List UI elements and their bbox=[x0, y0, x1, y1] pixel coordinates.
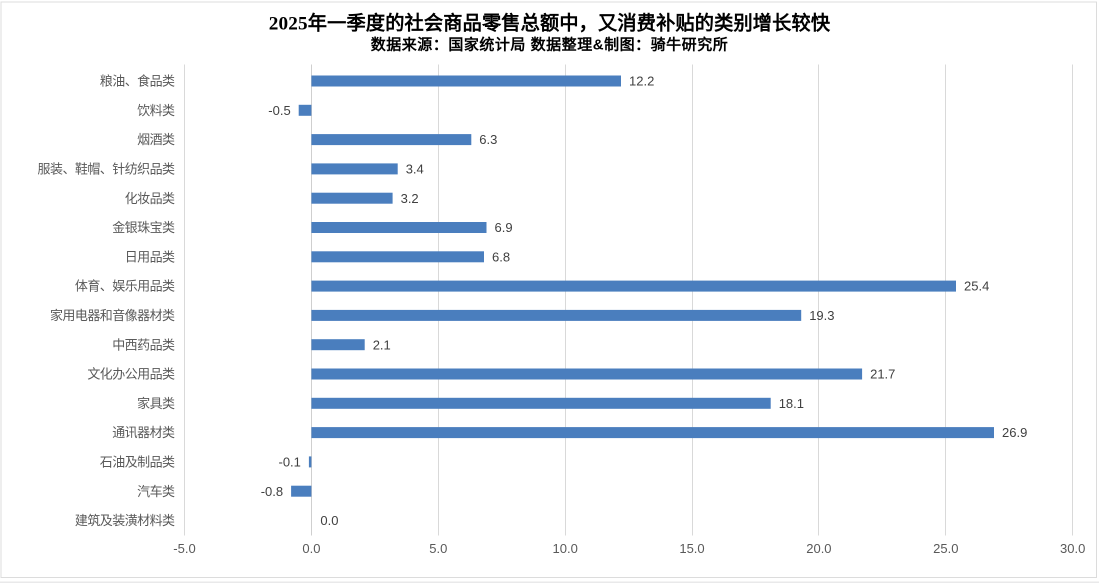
svg-text:0.0: 0.0 bbox=[302, 541, 320, 556]
svg-text:烟酒类: 烟酒类 bbox=[137, 132, 175, 147]
svg-text:18.1: 18.1 bbox=[779, 396, 804, 411]
svg-text:12.2: 12.2 bbox=[629, 74, 654, 89]
svg-text:-0.5: -0.5 bbox=[268, 103, 290, 118]
svg-text:3.4: 3.4 bbox=[406, 162, 424, 177]
svg-text:通讯器材类: 通讯器材类 bbox=[112, 425, 175, 440]
svg-text:日用品类: 日用品类 bbox=[125, 249, 175, 264]
svg-text:25.0: 25.0 bbox=[933, 541, 958, 556]
svg-text:30.0: 30.0 bbox=[1060, 541, 1085, 556]
svg-text:6.9: 6.9 bbox=[495, 220, 513, 235]
svg-text:10.0: 10.0 bbox=[553, 541, 578, 556]
svg-text:文化办公用品类: 文化办公用品类 bbox=[87, 367, 175, 382]
svg-text:26.9: 26.9 bbox=[1002, 425, 1027, 440]
svg-text:-5.0: -5.0 bbox=[173, 541, 195, 556]
svg-text:金银珠宝类: 金银珠宝类 bbox=[112, 220, 175, 235]
svg-text:19.3: 19.3 bbox=[809, 308, 834, 323]
svg-text:汽车类: 汽车类 bbox=[137, 484, 175, 499]
svg-text:5.0: 5.0 bbox=[429, 541, 447, 556]
svg-text:中西药品类: 中西药品类 bbox=[112, 337, 175, 352]
svg-text:服装、鞋帽、针纺织品类: 服装、鞋帽、针纺织品类 bbox=[38, 162, 176, 177]
svg-text:0.0: 0.0 bbox=[320, 513, 338, 528]
svg-text:-0.1: -0.1 bbox=[278, 455, 300, 470]
svg-text:6.3: 6.3 bbox=[479, 132, 497, 147]
svg-text:家具类: 家具类 bbox=[137, 396, 175, 411]
svg-text:数据来源：国家统计局 数据整理&制图：骑牛研究所: 数据来源：国家统计局 数据整理&制图：骑牛研究所 bbox=[371, 36, 728, 54]
svg-text:体育、娱乐用品类: 体育、娱乐用品类 bbox=[75, 279, 175, 294]
svg-text:粮油、食品类: 粮油、食品类 bbox=[100, 74, 175, 89]
svg-text:20.0: 20.0 bbox=[806, 541, 831, 556]
svg-text:家用电器和音像器材类: 家用电器和音像器材类 bbox=[50, 308, 175, 323]
svg-text:2.1: 2.1 bbox=[373, 337, 391, 352]
svg-text:饮料类: 饮料类 bbox=[137, 103, 175, 118]
svg-text:2025年一季度的社会商品零售总额中，又消费补贴的类别增长较: 2025年一季度的社会商品零售总额中，又消费补贴的类别增长较快 bbox=[269, 12, 831, 35]
svg-text:15.0: 15.0 bbox=[679, 541, 704, 556]
svg-text:21.7: 21.7 bbox=[870, 367, 895, 382]
svg-text:3.2: 3.2 bbox=[401, 191, 419, 206]
svg-text:6.8: 6.8 bbox=[492, 249, 510, 264]
svg-text:25.4: 25.4 bbox=[964, 279, 989, 294]
svg-text:化妆品类: 化妆品类 bbox=[125, 191, 175, 206]
svg-text:-0.8: -0.8 bbox=[261, 484, 283, 499]
svg-text:建筑及装潢材料类: 建筑及装潢材料类 bbox=[75, 513, 175, 528]
svg-text:石油及制品类: 石油及制品类 bbox=[100, 455, 175, 470]
